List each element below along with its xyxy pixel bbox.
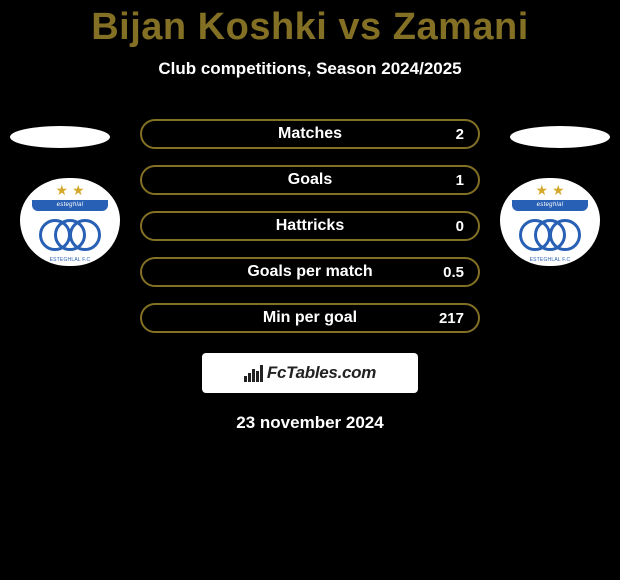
badge-small-text: ESTEGHLAL F.C (50, 257, 91, 263)
flag-left (10, 126, 110, 148)
stat-label: Goals per match (247, 263, 372, 281)
stat-value: 0.5 (443, 264, 464, 281)
star-icon: ★ (535, 182, 548, 199)
stat-row: Matches 2 (140, 119, 480, 149)
badge-rings (519, 215, 581, 255)
club-badge-left: ★ ★ esteghlal ESTEGHLAL F.C (20, 178, 120, 266)
title-left: Bijan Koshki (91, 6, 327, 48)
badge-ribbon: esteghlal (512, 200, 588, 211)
stat-value: 1 (456, 172, 464, 189)
subtitle: Club competitions, Season 2024/2025 (0, 59, 620, 79)
stat-row: Goals per match 0.5 (140, 257, 480, 287)
stat-label: Matches (278, 125, 342, 143)
badge-small-text: ESTEGHLAL F.C (530, 257, 571, 263)
title-right: Zamani (393, 6, 529, 48)
star-icon: ★ (552, 182, 565, 199)
club-badge-right: ★ ★ esteghlal ESTEGHLAL F.C (500, 178, 600, 266)
stat-row: Min per goal 217 (140, 303, 480, 333)
date-text: 23 november 2024 (0, 413, 620, 433)
badge-ribbon: esteghlal (32, 200, 108, 211)
flag-right (510, 126, 610, 148)
brand-text: FcTables.com (267, 363, 376, 383)
brand-logo: FcTables.com (202, 353, 418, 393)
stat-row: Hattricks 0 (140, 211, 480, 241)
stat-label: Min per goal (263, 309, 357, 327)
stat-row: Goals 1 (140, 165, 480, 195)
page-title: Bijan Koshki vs Zamani (0, 0, 620, 49)
stat-value: 217 (439, 310, 464, 327)
badge-stars: ★ ★ (535, 182, 564, 199)
badge-stars: ★ ★ (55, 182, 84, 199)
title-vs: vs (327, 6, 392, 48)
stat-value: 0 (456, 218, 464, 235)
badge-rings (39, 215, 101, 255)
star-icon: ★ (72, 182, 85, 199)
stat-label: Hattricks (276, 217, 344, 235)
stat-label: Goals (288, 171, 332, 189)
logo-bars-icon (244, 364, 263, 382)
star-icon: ★ (55, 182, 68, 199)
stat-value: 2 (456, 126, 464, 143)
